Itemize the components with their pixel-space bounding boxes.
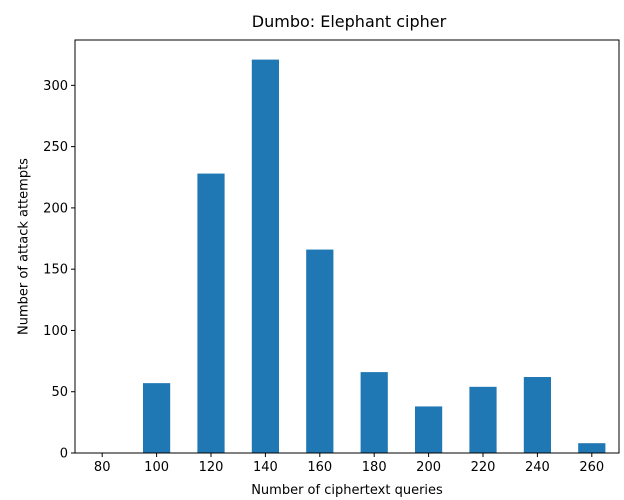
bar-260 — [578, 443, 606, 453]
y-tick-label: 100 — [43, 324, 68, 339]
y-tick-label: 200 — [43, 201, 68, 216]
x-axis: 80 100 120 140 160 180 200 220 240 260 — [94, 453, 604, 475]
x-tick-label: 260 — [579, 460, 604, 475]
x-axis-title: Number of ciphertext queries — [251, 483, 443, 498]
y-tick-label: 0 — [60, 447, 68, 462]
y-axis-title: Number of attack attempts — [17, 158, 32, 335]
bar-140 — [251, 59, 279, 453]
x-tick-label: 80 — [94, 460, 111, 475]
bar-180 — [360, 372, 388, 453]
bars-group — [143, 59, 606, 453]
bar-240 — [523, 377, 551, 453]
y-tick-label: 50 — [51, 385, 68, 400]
x-tick-label: 120 — [199, 460, 224, 475]
y-axis: 0 50 100 150 200 250 300 — [43, 79, 75, 462]
x-tick-label: 200 — [416, 460, 441, 475]
y-tick-label: 250 — [43, 140, 68, 155]
chart-title: Dumbo: Elephant cipher — [252, 12, 447, 31]
x-tick-label: 100 — [144, 460, 169, 475]
x-tick-label: 160 — [307, 460, 332, 475]
y-tick-label: 300 — [43, 79, 68, 94]
y-tick-label: 150 — [43, 263, 68, 278]
bar-100 — [143, 383, 171, 453]
plot-frame — [74, 39, 620, 454]
x-tick-label: 180 — [362, 460, 387, 475]
bar-220 — [469, 386, 497, 453]
x-tick-label: 220 — [471, 460, 496, 475]
bar-120 — [197, 173, 225, 453]
bar-160 — [306, 249, 334, 453]
bar-200 — [415, 406, 443, 453]
x-tick-label: 140 — [253, 460, 278, 475]
x-tick-label: 240 — [525, 460, 550, 475]
